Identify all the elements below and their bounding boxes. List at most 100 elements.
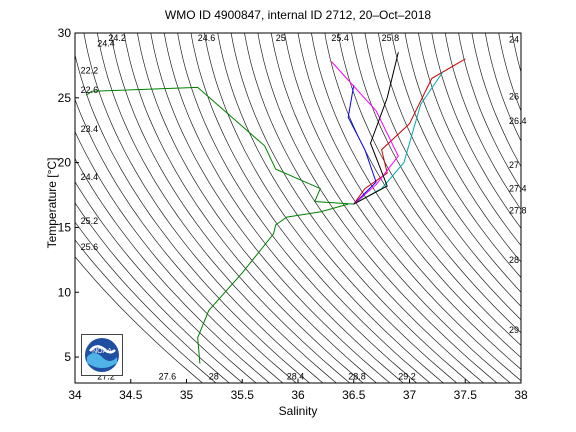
density-contour-line <box>484 33 521 142</box>
density-contour-label: 25.4 <box>331 33 349 43</box>
density-contour-label: 24.4 <box>81 172 99 182</box>
x-tick-label: 38 <box>514 388 528 402</box>
density-contour-label: 24.4 <box>97 38 115 48</box>
y-axis-ticks: 5 10 15 20 25 30 <box>58 26 79 364</box>
density-contour-line <box>75 181 257 383</box>
density-contour-line <box>150 33 391 383</box>
density-contour-line <box>351 33 521 321</box>
density-contour-label: 24 <box>509 35 519 45</box>
density-contour-line <box>471 33 521 168</box>
density-contour-line <box>418 33 521 247</box>
noaa-logo: NOAA <box>81 334 123 376</box>
density-contour-label: 28.8 <box>348 372 366 382</box>
density-contour-label: 22.6 <box>81 85 99 95</box>
density-contour-line <box>75 157 271 383</box>
density-contour-line <box>203 33 444 383</box>
density-contour-label: 27.2 <box>97 372 115 382</box>
density-contour-line <box>110 33 351 383</box>
y-tick-label: 10 <box>58 285 72 299</box>
density-contour-line <box>123 33 364 383</box>
density-contour-line <box>75 221 230 383</box>
density-contour-label: 27.6 <box>159 372 177 382</box>
logo-text: NOAA <box>92 348 112 355</box>
density-contour-label: 26.4 <box>509 116 527 126</box>
density-contour-label: 25.6 <box>81 242 99 252</box>
density-contour-line <box>137 33 378 383</box>
y-tick-label: 30 <box>58 26 72 40</box>
density-contour-line <box>364 33 521 307</box>
density-contour-line <box>498 33 521 112</box>
density-labels: 24.224.424.6 25 25.4 25.8 2422.222.623.424.4… <box>81 33 527 382</box>
profile-series-line <box>353 58 466 205</box>
profile-series-line <box>353 71 444 205</box>
x-tick-label: 37.5 <box>454 388 478 402</box>
noaa-emblem-icon: NOAA <box>85 338 119 372</box>
y-axis-label: Temperature [°C] <box>45 157 59 249</box>
x-axis-label: Salinity <box>278 404 318 418</box>
density-contour-line <box>83 33 324 383</box>
density-contour-label: 24.2 <box>108 33 126 43</box>
density-contour-line <box>391 33 521 279</box>
density-contour-line <box>75 202 244 383</box>
density-contour-line <box>75 130 284 383</box>
density-contour-label: 28 <box>509 255 519 265</box>
density-contour-label: 22.2 <box>81 66 99 76</box>
density-contour-label: 24.6 <box>198 33 216 43</box>
density-contour-line <box>337 33 521 334</box>
density-contour-line <box>230 33 471 383</box>
x-tick-label: 37 <box>403 388 417 402</box>
profile-series-line <box>197 203 349 364</box>
density-contour-line <box>377 33 521 293</box>
density-contour-line <box>311 33 521 359</box>
profile-series-line <box>353 52 399 205</box>
density-contour-line <box>75 239 217 383</box>
density-contour-line <box>458 33 521 190</box>
x-tick-label: 36.5 <box>342 388 366 402</box>
density-contour-line <box>75 256 204 383</box>
density-contour-label: 25.8 <box>382 33 400 43</box>
density-contour-label: 29.2 <box>398 372 416 382</box>
density-contour-label: 27 <box>509 160 519 170</box>
profile-series-line <box>85 86 366 205</box>
y-tick-label: 20 <box>58 156 72 170</box>
density-contour-label: 29 <box>509 325 519 335</box>
x-tick-label: 35 <box>180 388 194 402</box>
density-contour-label: 25.2 <box>81 216 99 226</box>
x-tick-label: 34 <box>68 388 82 402</box>
density-contour-line <box>257 33 498 383</box>
density-contours <box>75 33 521 383</box>
density-contour-line <box>163 33 404 383</box>
y-tick-label: 25 <box>58 91 72 105</box>
x-tick-label: 34.5 <box>119 388 143 402</box>
density-contour-label: 23.4 <box>81 124 99 134</box>
density-contour-line <box>96 33 337 383</box>
profile-series-line <box>331 61 399 205</box>
density-contour-line <box>444 33 521 211</box>
density-contour-line <box>404 33 521 263</box>
density-contour-line <box>297 33 521 370</box>
density-contour-line <box>75 53 311 383</box>
profile-series-line <box>347 84 377 205</box>
density-contour-line <box>324 33 521 346</box>
y-tick-label: 5 <box>64 350 71 364</box>
x-axis-ticks: 34 34.5 35 35.5 36 36.5 37 37.5 38 <box>68 379 528 402</box>
density-contour-label: 28 <box>209 372 219 382</box>
density-contour-label: 26 <box>509 92 519 102</box>
density-contour-line <box>284 33 521 382</box>
density-contour-label: 27.4 <box>509 184 527 194</box>
density-contour-line <box>177 33 418 383</box>
density-contour-line <box>217 33 458 383</box>
density-contour-label: 28.4 <box>287 372 305 382</box>
chart-title: WMO ID 4900847, internal ID 2712, 20–Oct… <box>164 8 432 22</box>
density-contour-label: 27.8 <box>509 206 527 216</box>
density-contour-label: 25 <box>276 33 286 43</box>
density-contour-line <box>431 33 521 229</box>
density-contour-line <box>190 33 431 383</box>
density-contour-line <box>75 98 297 383</box>
profile-lines <box>85 52 466 364</box>
x-tick-label: 36 <box>291 388 305 402</box>
density-contour-line <box>270 33 511 383</box>
y-tick-label: 15 <box>58 220 72 234</box>
x-tick-label: 35.5 <box>231 388 255 402</box>
